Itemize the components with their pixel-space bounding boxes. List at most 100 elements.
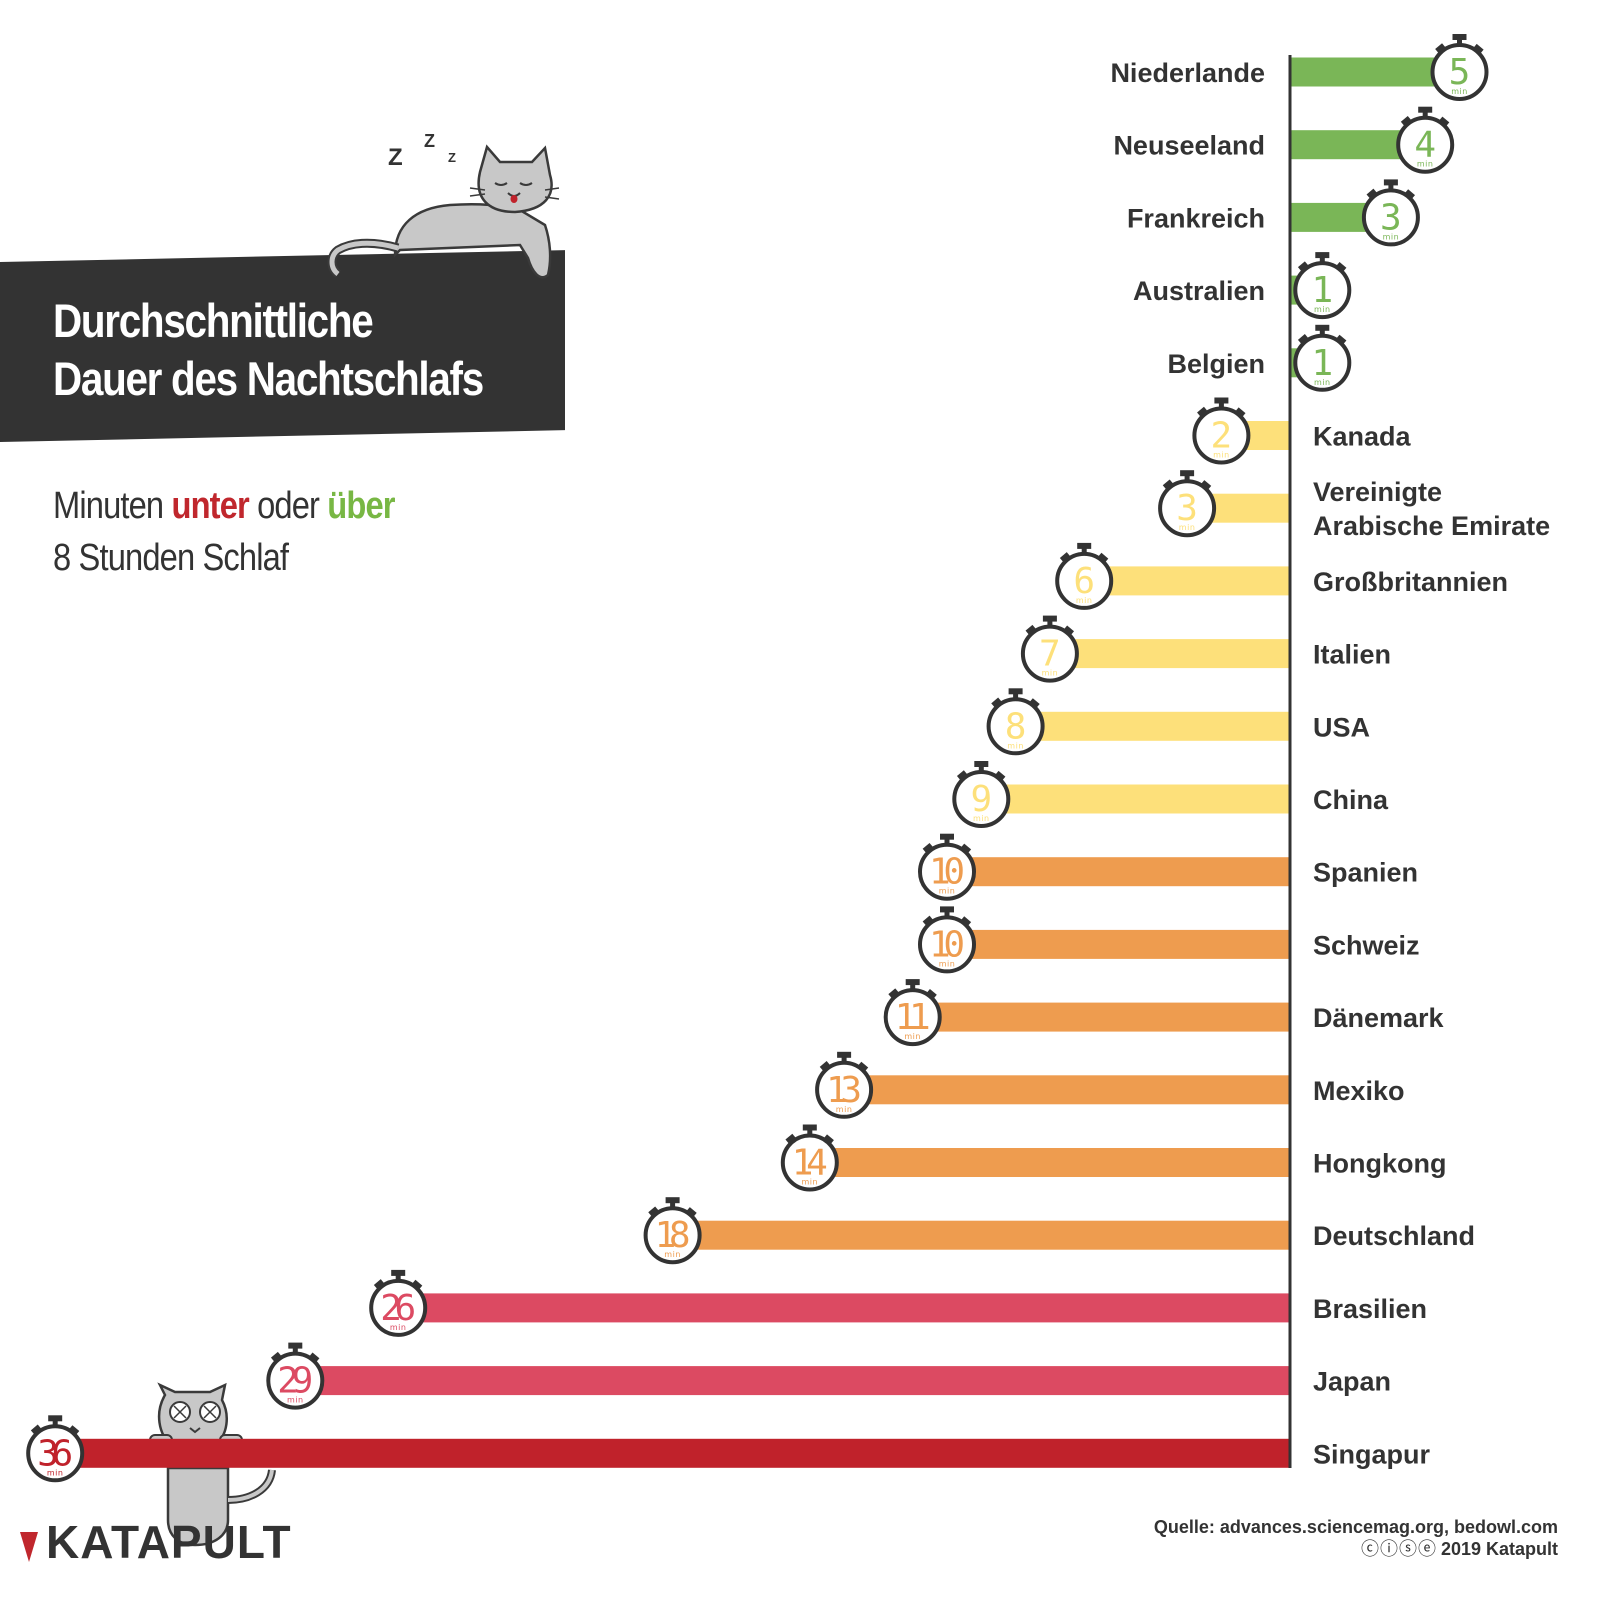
country-label-line: Frankreich xyxy=(1127,203,1265,233)
country-label-line: Deutschland xyxy=(1313,1221,1475,1251)
bar-15 xyxy=(844,1075,1290,1105)
stopwatch-value-15: 13 xyxy=(826,1070,862,1111)
country-label-line: Mexiko xyxy=(1313,1076,1405,1106)
stopwatch-unit-20: min xyxy=(47,1468,64,1477)
country-label-line: Singapur xyxy=(1313,1439,1430,1469)
stopwatch-value-8: 6 xyxy=(1073,561,1095,602)
stopwatch-value-7: 3 xyxy=(1176,488,1198,529)
stopwatch-unit-1: min xyxy=(1451,87,1468,96)
country-label-line: Brasilien xyxy=(1313,1294,1427,1324)
stopwatch-unit-8: min xyxy=(1076,596,1093,605)
stopwatch-value-12: 10 xyxy=(929,852,965,893)
bar-16 xyxy=(809,1148,1290,1177)
copyright-text: 2019 Katapult xyxy=(1440,1539,1558,1559)
logo-mark-icon xyxy=(20,1532,38,1562)
country-label-line: Arabische Emirate xyxy=(1313,511,1550,541)
bar-11 xyxy=(981,784,1290,814)
stopwatch-unit-11: min xyxy=(973,814,990,823)
copyright-line: ⓒⓘⓢⓔ 2019 Katapult xyxy=(1154,1538,1558,1561)
country-label-14: Dänemark xyxy=(1313,1003,1445,1033)
country-label-6: Kanada xyxy=(1313,422,1412,452)
stopwatch-unit-7: min xyxy=(1179,523,1196,532)
svg-text:Z: Z xyxy=(388,144,403,171)
country-label-10: USA xyxy=(1313,712,1370,742)
stopwatch-value-5: 1 xyxy=(1311,343,1333,384)
stopwatch-value-3: 3 xyxy=(1380,197,1402,238)
country-label-11: China xyxy=(1313,785,1389,815)
subtitle: Minuten unter oder über 8 Stunden Schlaf xyxy=(53,480,396,584)
country-label-line: China xyxy=(1313,785,1389,815)
stopwatch-value-4: 1 xyxy=(1311,270,1333,311)
country-label-5: Belgien xyxy=(1167,349,1265,379)
country-label-line: Niederlande xyxy=(1110,58,1265,88)
sleeping-cat-icon: Z Z Z xyxy=(327,131,560,279)
bar-9 xyxy=(1049,639,1290,669)
subtitle-word-unter: unter xyxy=(171,485,249,527)
svg-text:Z: Z xyxy=(448,150,456,165)
stopwatch-unit-2: min xyxy=(1417,160,1434,169)
subtitle-text-1: Minuten xyxy=(53,485,172,527)
bar-18 xyxy=(398,1293,1290,1323)
bars xyxy=(55,57,1462,1468)
stopwatch-unit-5: min xyxy=(1314,378,1331,387)
source-note: Quelle: advances.sciencemag.org, bedowl.… xyxy=(1154,1516,1558,1561)
bar-8 xyxy=(1084,566,1290,596)
stopwatch-unit-9: min xyxy=(1042,669,1059,678)
bar-10 xyxy=(1015,711,1290,741)
peeking-cat-icon xyxy=(149,1382,276,1547)
stopwatch-value-16: 14 xyxy=(792,1143,828,1184)
svg-text:Z: Z xyxy=(424,131,435,151)
stopwatch-unit-3: min xyxy=(1383,232,1400,241)
stopwatch-value-13: 10 xyxy=(929,924,965,965)
stopwatch-value-19: 29 xyxy=(277,1361,313,1402)
stopwatch-unit-14: min xyxy=(904,1032,921,1041)
country-label-line: Schweiz xyxy=(1313,930,1420,960)
stopwatch-unit-12: min xyxy=(939,887,956,896)
stopwatch-value-1: 5 xyxy=(1449,52,1471,93)
country-label-line: Großbritannien xyxy=(1313,567,1508,597)
stopwatch-unit-17: min xyxy=(664,1250,681,1259)
title-line-2: Dauer des Nachtschlafs xyxy=(53,352,484,405)
country-label-line: Hongkong xyxy=(1313,1149,1446,1179)
katapult-logo: KATAPULT xyxy=(20,1515,292,1568)
subtitle-word-ueber: über xyxy=(327,485,395,527)
country-label-3: Frankreich xyxy=(1127,203,1265,233)
country-label-line: Australien xyxy=(1133,276,1265,306)
country-label-line: USA xyxy=(1313,712,1370,742)
country-label-17: Deutschland xyxy=(1313,1221,1475,1251)
license-icons: ⓒⓘⓢⓔ xyxy=(1360,1539,1437,1560)
title-line-1: Durchschnittliche xyxy=(53,294,374,347)
stopwatch-value-14: 11 xyxy=(895,997,931,1038)
bar-17 xyxy=(672,1220,1290,1250)
bar-12 xyxy=(947,857,1290,887)
stopwatch-value-9: 7 xyxy=(1039,634,1061,675)
country-label-9: Italien xyxy=(1313,640,1391,670)
stopwatch-unit-15: min xyxy=(836,1105,853,1114)
bar-19 xyxy=(295,1366,1290,1396)
bar-20 xyxy=(55,1438,1291,1468)
stopwatch-value-6: 2 xyxy=(1211,416,1233,457)
stopwatch-value-20: 36 xyxy=(37,1433,73,1474)
stopwatch-value-18: 26 xyxy=(380,1288,416,1329)
stopwatch-unit-13: min xyxy=(939,959,956,968)
page-title: Durchschnittliche Dauer des Nachtschlafs xyxy=(53,292,484,408)
source-text: Quelle: advances.sciencemag.org, bedowl.… xyxy=(1153,1517,1558,1537)
country-label-4: Australien xyxy=(1133,276,1265,306)
stopwatch-value-11: 9 xyxy=(970,779,992,820)
stopwatch-unit-18: min xyxy=(390,1323,407,1332)
country-label-19: Japan xyxy=(1313,1367,1391,1397)
stopwatch-unit-10: min xyxy=(1007,741,1024,750)
country-label-line: Kanada xyxy=(1313,422,1412,452)
country-label-line: Italien xyxy=(1313,640,1391,670)
